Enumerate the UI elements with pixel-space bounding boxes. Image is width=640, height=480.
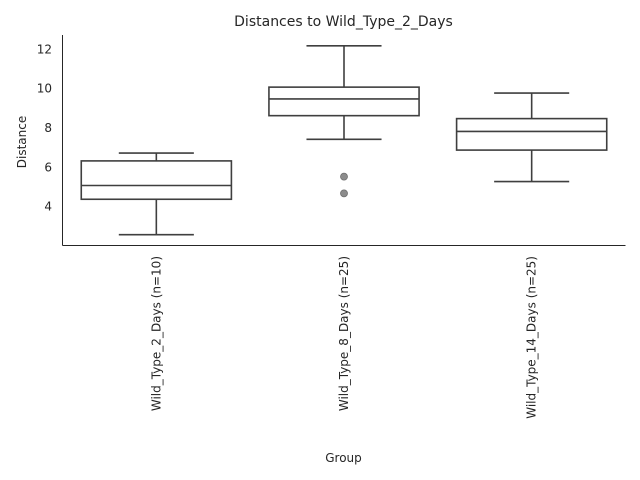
plot-area <box>80 45 608 236</box>
outlier-point <box>340 189 348 198</box>
x-tick-label: Wild_Type_2_Days (n=10) <box>149 256 163 411</box>
y-tick-label: 8 <box>44 121 52 135</box>
iqr-box <box>455 117 608 151</box>
box-group-3 <box>455 92 608 183</box>
iqr-box <box>80 160 233 201</box>
y-tick-label: 6 <box>44 160 52 174</box>
x-tick-label: Wild_Type_14_Days (n=25) <box>525 256 539 419</box>
y-tick-label: 10 <box>37 82 52 96</box>
y-tick-label: 12 <box>37 42 52 56</box>
box-group-2 <box>268 45 420 198</box>
x-axis-label: Group <box>325 451 362 465</box>
box-group-1 <box>80 152 233 236</box>
x-axis-ticks: Wild_Type_2_Days (n=10) Wild_Type_8_Days … <box>149 256 538 419</box>
y-tick-label: 4 <box>44 200 52 214</box>
outlier-point <box>340 172 348 181</box>
iqr-box <box>268 86 420 117</box>
y-axis-label: Distance <box>15 116 29 168</box>
y-axis-ticks: 4 6 8 10 12 <box>37 42 52 213</box>
chart-title: Distances to Wild_Type_2_Days <box>234 14 453 30</box>
x-tick-label: Wild_Type_8_Days (n=25) <box>337 256 351 411</box>
